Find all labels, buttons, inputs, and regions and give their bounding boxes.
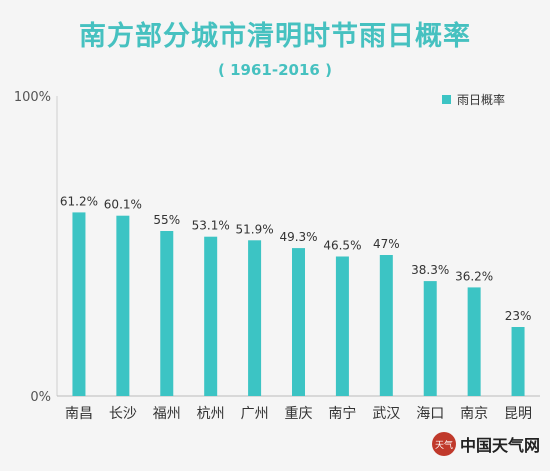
y-tick-label: 100% <box>14 90 51 105</box>
data-label: 47% <box>373 237 400 251</box>
x-tick-label: 杭州 <box>197 406 225 422</box>
bar <box>423 281 437 396</box>
watermark-text: 中国天气网 <box>460 436 541 455</box>
x-tick-label: 广州 <box>241 406 269 422</box>
data-label: 46.5% <box>323 239 361 253</box>
x-tick-label: 南宁 <box>328 405 356 422</box>
bar <box>204 236 218 396</box>
data-label: 38.3% <box>411 263 449 277</box>
x-tick-label: 南昌 <box>65 406 93 422</box>
data-label: 23% <box>505 309 532 323</box>
bar <box>379 255 393 396</box>
bar <box>467 287 481 396</box>
x-tick-label: 武汉 <box>372 406 400 422</box>
watermark-logo: 天气 <box>432 432 456 456</box>
y-tick-label: 0% <box>30 390 51 405</box>
x-tick-label: 海口 <box>416 406 444 422</box>
bar <box>116 215 130 396</box>
bar <box>292 248 305 396</box>
data-label: 53.1% <box>192 219 230 233</box>
bar <box>248 240 262 396</box>
chart-title: 南方部分城市清明时节雨日概率 <box>79 21 471 52</box>
x-tick-label: 南京 <box>460 406 488 422</box>
legend: 雨日概率 <box>442 91 505 108</box>
bar <box>160 231 174 396</box>
bar <box>511 327 525 396</box>
x-tick-label: 长沙 <box>109 406 137 422</box>
data-label: 51.9% <box>236 222 274 236</box>
data-label: 55% <box>153 213 180 227</box>
x-tick-label: 昆明 <box>504 406 532 422</box>
x-tick-label: 重庆 <box>285 406 313 422</box>
watermark: 天气 中国天气网 <box>432 432 540 456</box>
bar <box>335 256 349 396</box>
legend-label: 雨日概率 <box>457 93 506 107</box>
data-label: 36.2% <box>455 269 493 283</box>
chart-subtitle: ( 1961-2016 ) <box>218 61 332 79</box>
legend-swatch <box>442 95 451 104</box>
data-label: 60.1% <box>104 198 142 212</box>
data-label: 61.2% <box>60 194 98 208</box>
bar <box>72 212 86 396</box>
data-label: 49.3% <box>279 230 317 244</box>
x-tick-label: 福州 <box>153 406 181 422</box>
